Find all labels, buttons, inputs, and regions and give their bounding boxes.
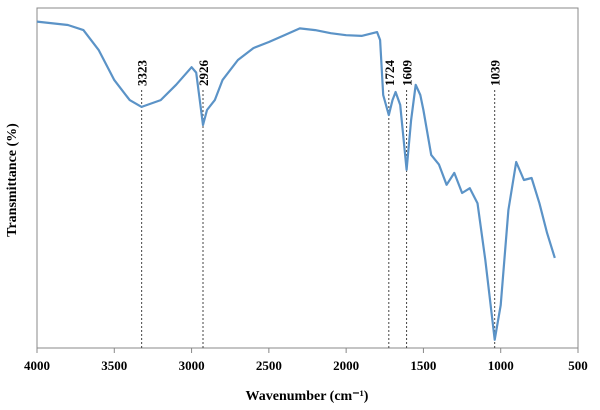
peak-label: 1609 (400, 60, 415, 87)
peak-label: 2926 (196, 60, 211, 87)
spectrum-line (36, 20, 556, 341)
x-tick-label: 3000 (179, 358, 205, 373)
y-axis-title: Transmittance (%) (5, 123, 20, 237)
peak-label: 3323 (135, 60, 150, 87)
x-tick-label: 2000 (333, 358, 359, 373)
x-tick-label: 4000 (24, 358, 50, 373)
x-axis-title: Wavenumber (cm⁻¹) (246, 389, 369, 404)
x-tick-label: 3500 (101, 358, 127, 373)
x-tick-label: 2500 (256, 358, 282, 373)
x-tick-label: 1000 (488, 358, 514, 373)
plot-frame (36, 7, 579, 349)
peak-label: 1724 (382, 60, 397, 87)
peak-label: 1039 (488, 60, 503, 87)
x-tick-label: 500 (568, 358, 588, 373)
x-tick-label: 1500 (410, 358, 436, 373)
